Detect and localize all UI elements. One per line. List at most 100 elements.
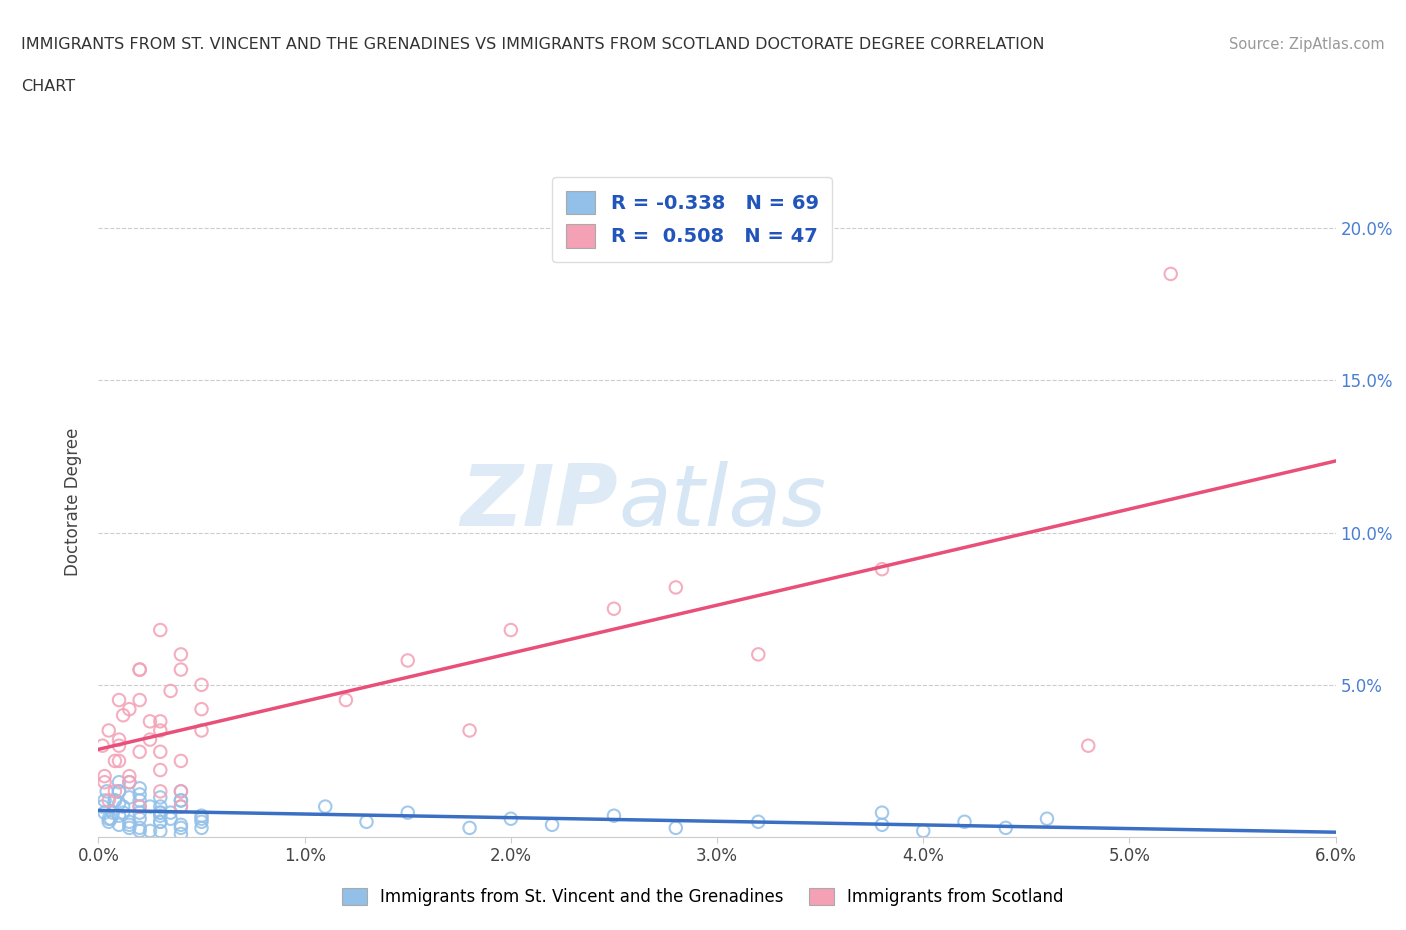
Point — [93, 769, 115, 784]
Point — [104, 784, 127, 799]
Point — [170, 753, 193, 768]
Point — [108, 732, 131, 747]
Point — [108, 753, 131, 768]
Point — [870, 817, 893, 832]
Point — [356, 815, 378, 830]
Point — [101, 805, 124, 820]
Point — [458, 820, 481, 835]
Y-axis label: Doctorate Degree: Doctorate Degree — [65, 428, 83, 577]
Text: ZIP: ZIP — [460, 460, 619, 544]
Point — [149, 784, 172, 799]
Point — [190, 811, 212, 826]
Point — [118, 815, 141, 830]
Point — [170, 793, 193, 808]
Point — [128, 799, 150, 814]
Point — [108, 738, 131, 753]
Point — [190, 808, 212, 823]
Point — [396, 653, 419, 668]
Point — [149, 805, 172, 820]
Point — [128, 662, 150, 677]
Point — [314, 799, 336, 814]
Point — [108, 808, 131, 823]
Point — [91, 799, 114, 814]
Point — [108, 775, 131, 790]
Point — [190, 723, 212, 737]
Point — [104, 793, 127, 808]
Point — [912, 823, 935, 838]
Point — [747, 647, 769, 662]
Point — [953, 815, 976, 830]
Point — [170, 793, 193, 808]
Point — [1077, 738, 1099, 753]
Point — [170, 827, 193, 842]
Point — [747, 815, 769, 830]
Point — [149, 815, 172, 830]
Text: CHART: CHART — [21, 79, 75, 94]
Point — [128, 811, 150, 826]
Point — [1036, 811, 1059, 826]
Point — [93, 775, 115, 790]
Point — [170, 799, 193, 814]
Point — [149, 815, 172, 830]
Point — [149, 805, 172, 820]
Point — [118, 775, 141, 790]
Point — [100, 811, 122, 826]
Point — [665, 820, 688, 835]
Point — [870, 805, 893, 820]
Point — [139, 732, 162, 747]
Text: IMMIGRANTS FROM ST. VINCENT AND THE GRENADINES VS IMMIGRANTS FROM SCOTLAND DOCTO: IMMIGRANTS FROM ST. VINCENT AND THE GREN… — [21, 37, 1045, 52]
Point — [170, 784, 193, 799]
Point — [994, 820, 1017, 835]
Point — [128, 793, 150, 808]
Point — [112, 799, 135, 814]
Point — [108, 784, 131, 799]
Point — [159, 805, 181, 820]
Point — [190, 677, 212, 692]
Point — [97, 815, 120, 830]
Point — [870, 562, 893, 577]
Point — [128, 781, 150, 796]
Point — [170, 817, 193, 832]
Point — [149, 808, 172, 823]
Point — [499, 811, 522, 826]
Point — [128, 799, 150, 814]
Point — [118, 775, 141, 790]
Point — [96, 784, 118, 799]
Point — [190, 702, 212, 717]
Point — [108, 693, 131, 708]
Point — [159, 684, 181, 698]
Point — [108, 796, 131, 811]
Text: Source: ZipAtlas.com: Source: ZipAtlas.com — [1229, 37, 1385, 52]
Point — [112, 805, 135, 820]
Point — [139, 714, 162, 729]
Point — [91, 738, 114, 753]
Point — [149, 763, 172, 777]
Point — [190, 820, 212, 835]
Point — [170, 820, 193, 835]
Point — [335, 693, 357, 708]
Point — [458, 723, 481, 737]
Point — [149, 823, 172, 838]
Point — [97, 811, 120, 826]
Point — [603, 808, 626, 823]
Point — [128, 805, 150, 820]
Point — [603, 602, 626, 617]
Point — [149, 714, 172, 729]
Point — [118, 790, 141, 804]
Point — [139, 823, 162, 838]
Legend: R = -0.338   N = 69, R =  0.508   N = 47: R = -0.338 N = 69, R = 0.508 N = 47 — [553, 177, 832, 261]
Point — [396, 805, 419, 820]
Point — [149, 799, 172, 814]
Point — [108, 817, 131, 832]
Point — [97, 793, 120, 808]
Point — [665, 580, 688, 595]
Point — [170, 799, 193, 814]
Point — [118, 820, 141, 835]
Point — [541, 817, 564, 832]
Point — [170, 662, 193, 677]
Point — [128, 787, 150, 802]
Point — [104, 793, 127, 808]
Point — [149, 744, 172, 759]
Point — [108, 784, 131, 799]
Point — [149, 723, 172, 737]
